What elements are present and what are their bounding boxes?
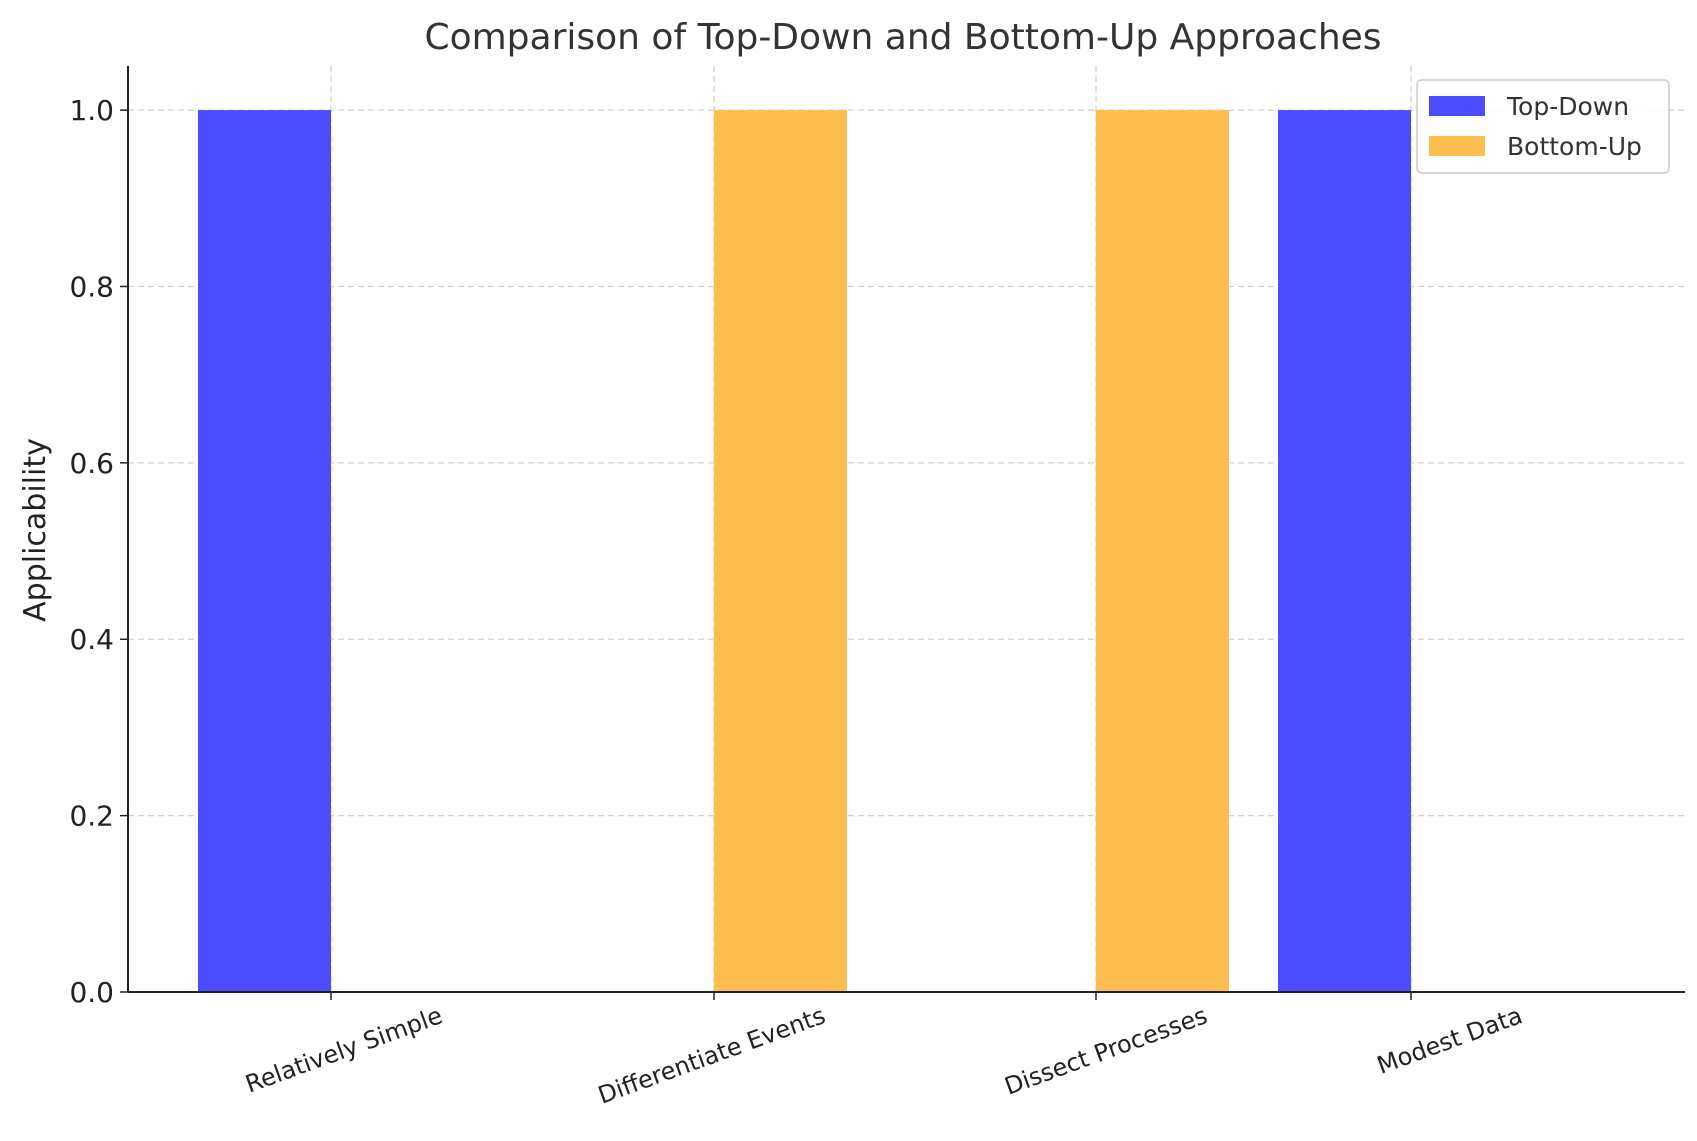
y-tick-label: 0.0 [69, 976, 114, 1009]
legend-label: Top-Down [1506, 92, 1629, 121]
legend: Top-Down Bottom-Up [1416, 79, 1670, 174]
x-tick-label: Relatively Simple [242, 1001, 446, 1098]
x-tick-label: Modest Data [1373, 1001, 1526, 1079]
legend-swatch-top-down [1429, 96, 1485, 116]
y-tick-label: 0.6 [69, 447, 114, 480]
bar-bottom-up-2 [1096, 110, 1229, 993]
y-ticks-group: 0.0 0.2 0.4 0.6 0.8 1.0 [69, 94, 128, 1009]
y-axis-label: Applicability [18, 438, 53, 622]
x-tick-label: Dissect Processes [1001, 1001, 1211, 1100]
grid-lines [128, 66, 1685, 993]
bar-top-down-3 [1278, 110, 1411, 993]
axes-group [127, 66, 1685, 993]
legend-swatch-bottom-up [1429, 136, 1485, 156]
y-tick-label: 1.0 [69, 94, 114, 127]
y-tick-label: 0.4 [69, 623, 114, 656]
chart-title: Comparison of Top-Down and Bottom-Up App… [424, 17, 1381, 58]
bar-bottom-up-1 [714, 110, 847, 993]
x-ticks-group: Relatively Simple Differentiate Events Dis… [242, 992, 1526, 1110]
y-tick-label: 0.8 [69, 270, 114, 303]
x-tick-label: Differentiate Events [594, 1001, 829, 1109]
bar-top-down-0 [198, 110, 331, 993]
legend-label: Bottom-Up [1507, 132, 1642, 161]
y-tick-label: 0.2 [69, 800, 114, 833]
bars-group [198, 110, 1411, 993]
